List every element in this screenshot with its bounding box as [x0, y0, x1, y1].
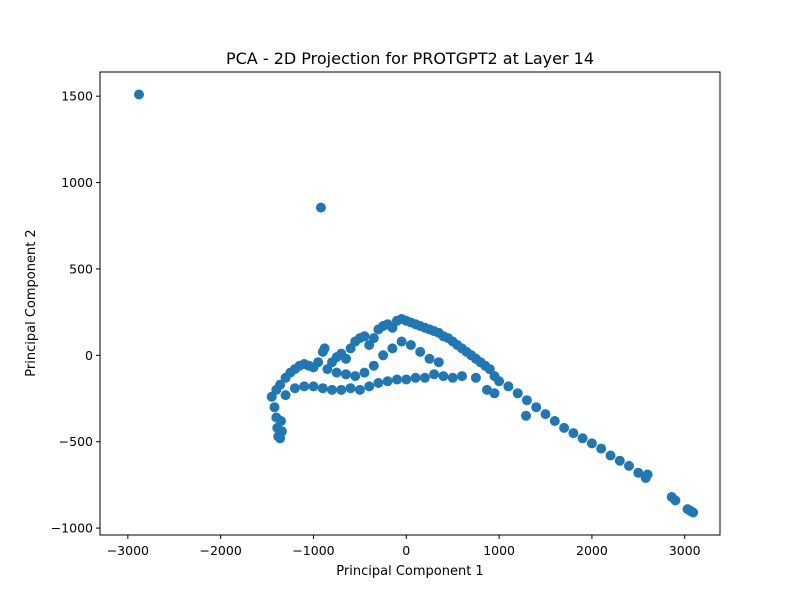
scatter-point [577, 433, 588, 444]
x-tick-label: −2000 [200, 543, 242, 558]
scatter-point [438, 371, 449, 382]
scatter-point [308, 381, 319, 392]
scatter-point [280, 390, 291, 401]
outlier-point [315, 202, 326, 213]
scatter-point [401, 374, 412, 385]
x-tick-label: −1000 [292, 543, 334, 558]
scatter-point [387, 343, 398, 354]
scatter-point [319, 343, 330, 354]
scatter-point [350, 371, 361, 382]
scatter-point [596, 443, 607, 454]
scatter-point [345, 383, 356, 394]
x-tick-label: 0 [402, 543, 410, 558]
scatter-point [289, 383, 300, 394]
scatter-point [521, 410, 531, 421]
scatter-point [373, 378, 384, 388]
scatter-point [670, 495, 681, 506]
scatter-point [482, 384, 492, 395]
scatter-point [614, 455, 625, 466]
y-tick-label: 500 [69, 261, 93, 276]
scatter-point [549, 416, 560, 426]
scatter-point [494, 376, 505, 387]
x-axis-ticks: −3000 −2000 −1000 0 1000 2000 3000 [107, 535, 701, 558]
scatter-point [275, 379, 286, 390]
scatter-point [605, 450, 616, 461]
scatter-point [331, 367, 342, 378]
y-axis-label: Principal Component 2 [24, 229, 39, 376]
y-tick-label: −1000 [51, 521, 93, 536]
y-tick-label: 1500 [61, 89, 93, 104]
x-tick-label: 1000 [483, 543, 515, 558]
scatter-point [419, 372, 430, 383]
scatter-point [336, 384, 347, 395]
x-tick-label: −3000 [107, 543, 149, 558]
x-axis-label: Principal Component 1 [336, 564, 483, 579]
x-tick-label: 3000 [669, 543, 701, 558]
y-tick-label: 1000 [61, 175, 93, 190]
scatter-point [424, 353, 435, 364]
plot-area [99, 71, 721, 536]
scatter-point [503, 381, 514, 392]
y-tick-label: −500 [59, 434, 93, 449]
scatter-point [624, 460, 634, 471]
scatter-point [410, 372, 421, 383]
scatter-point [688, 507, 699, 518]
scatter-point [354, 384, 365, 395]
scatter-point [359, 367, 370, 378]
scatter-point [586, 438, 597, 449]
scatter-point [396, 336, 407, 347]
scatter-point [276, 416, 286, 426]
scatter-point [633, 467, 644, 478]
scatter-point [642, 469, 653, 480]
scatter-point [368, 360, 379, 371]
y-axis-ticks: −1000 −500 0 500 1000 1500 [51, 89, 100, 536]
scatter-point [313, 357, 324, 368]
scatter-point [392, 374, 402, 385]
scatter-point [521, 395, 532, 406]
scatter-point [327, 384, 337, 395]
scatter-point [429, 369, 440, 380]
scatter-point [433, 357, 444, 368]
scatter-point [484, 364, 495, 375]
scatter-point [341, 353, 351, 364]
chart-title: PCA - 2D Projection for PROTGPT2 at Laye… [226, 49, 594, 68]
scatter-point [341, 369, 351, 380]
scatter-point [364, 381, 375, 392]
scatter-point [359, 331, 370, 342]
scatter-point [382, 376, 393, 387]
x-tick-label: 2000 [576, 543, 608, 558]
scatter-point [378, 350, 389, 361]
scatter-point [559, 422, 570, 433]
scatter-point [299, 381, 310, 392]
outlier-point [134, 89, 144, 100]
scatter-point [415, 346, 426, 357]
data-points [134, 89, 699, 518]
y-tick-label: 0 [85, 348, 93, 363]
scatter-point [276, 426, 287, 437]
scatter-point [457, 371, 467, 382]
scatter-point [368, 333, 379, 344]
scatter-point [405, 340, 416, 350]
scatter-point [447, 372, 458, 383]
scatter-point [512, 388, 523, 399]
scatter-point [317, 383, 328, 394]
scatter-point [489, 388, 500, 399]
scatter-point [470, 372, 481, 383]
scatter-point [269, 402, 280, 413]
scatter-point [568, 428, 579, 439]
scatter-point [531, 402, 542, 413]
scatter-point [540, 409, 551, 420]
